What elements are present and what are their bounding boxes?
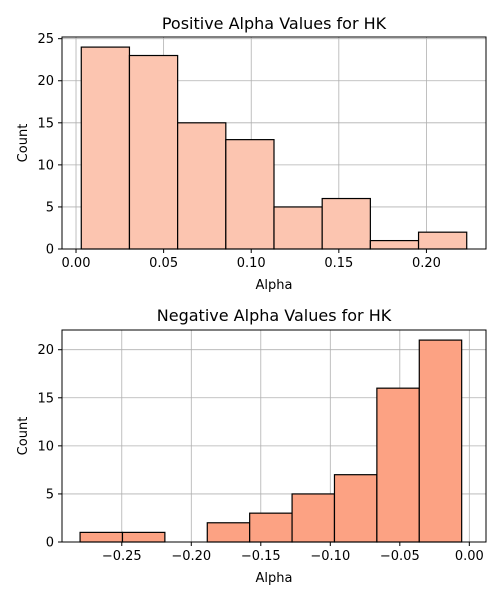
y-tick-label: 20 bbox=[37, 74, 54, 89]
histogram-bar bbox=[418, 339, 463, 543]
x-tick-label: 0.20 bbox=[412, 256, 441, 271]
histogram-bar bbox=[79, 531, 124, 543]
histogram-bar bbox=[177, 122, 227, 250]
y-tick-label: 5 bbox=[46, 200, 54, 215]
x-tick-label: 0.10 bbox=[237, 256, 266, 271]
x-tick-label: 0.05 bbox=[149, 256, 178, 271]
x-tick-label: −0.15 bbox=[241, 549, 281, 564]
x-tick-label: −0.25 bbox=[102, 549, 142, 564]
x-axis-label: Alpha bbox=[256, 571, 293, 586]
histogram-bar bbox=[376, 387, 420, 543]
histogram-bar bbox=[225, 139, 275, 250]
y-axis-label: Count bbox=[16, 124, 31, 163]
y-tick-label: 15 bbox=[37, 391, 54, 406]
y-tick-label: 20 bbox=[37, 343, 54, 358]
histogram-bar bbox=[333, 474, 378, 543]
x-tick-label: 0.00 bbox=[455, 549, 484, 564]
x-tick-label: −0.20 bbox=[171, 549, 211, 564]
chart-title: Positive Alpha Values for HK bbox=[162, 14, 387, 33]
histogram-bar bbox=[321, 197, 371, 250]
y-tick-label: 0 bbox=[46, 536, 54, 551]
y-tick-label: 0 bbox=[46, 243, 54, 258]
histogram-bar bbox=[206, 522, 251, 543]
histogram-bar bbox=[369, 239, 420, 250]
x-axis-label: Alpha bbox=[256, 278, 293, 293]
x-tick-label: 0.00 bbox=[62, 256, 91, 271]
y-tick-label: 5 bbox=[46, 487, 54, 502]
positive-alpha-histogram: 0.00 0.05 0.10 0.15 0.20 0 5 10 15 20 25 Positive … bbox=[16, 14, 487, 293]
chart-title: Negative Alpha Values for HK bbox=[157, 306, 392, 325]
histogram-bar bbox=[249, 512, 293, 543]
histogram-bar bbox=[121, 531, 166, 543]
y-tick-label: 10 bbox=[37, 158, 54, 173]
histogram-bar bbox=[80, 46, 131, 250]
plot-frame bbox=[61, 329, 487, 543]
y-tick-label: 25 bbox=[37, 32, 54, 47]
negative-alpha-histogram: −0.25 −0.20 −0.15 −0.10 −0.05 0.00 0 5 10 15 20 Ne… bbox=[16, 306, 487, 586]
histogram-bar bbox=[291, 493, 336, 543]
histogram-bar bbox=[417, 231, 468, 250]
x-tick-label: −0.05 bbox=[380, 549, 420, 564]
x-tick-label: 0.15 bbox=[324, 256, 353, 271]
y-axis-label: Count bbox=[16, 417, 31, 456]
y-tick-label: 10 bbox=[37, 439, 54, 454]
histogram-bar bbox=[128, 54, 179, 250]
plot-frame bbox=[61, 36, 487, 250]
histogram-bar bbox=[273, 206, 323, 250]
x-tick-label: −0.10 bbox=[310, 549, 350, 564]
y-tick-label: 15 bbox=[37, 116, 54, 131]
